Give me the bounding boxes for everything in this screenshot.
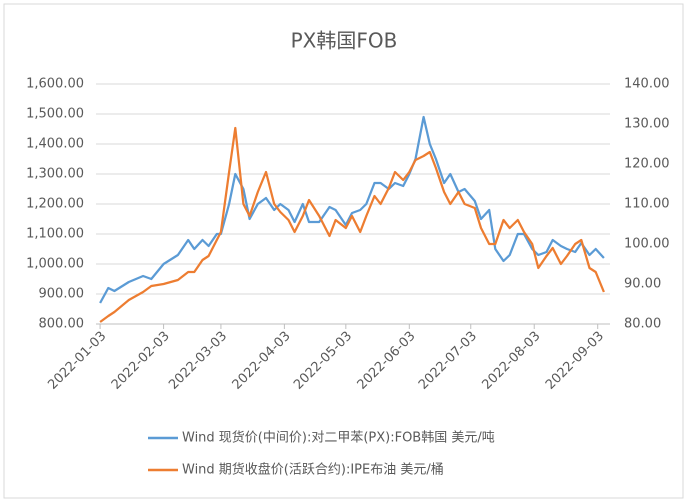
y2-tick-label: 110.00 xyxy=(624,197,670,212)
series-line xyxy=(99,126,605,323)
y2-tick-label: 140.00 xyxy=(624,77,670,92)
y-tick-label: 1,100.00 xyxy=(26,227,84,242)
y-tick-label: 1,500.00 xyxy=(26,107,84,122)
y-tick-label: 1,300.00 xyxy=(26,167,84,182)
y-tick-label: 1,200.00 xyxy=(26,197,84,212)
chart-frame xyxy=(3,3,684,499)
y2-tick-label: 120.00 xyxy=(624,157,670,172)
y2-tick-label: 80.00 xyxy=(624,317,661,332)
y-tick-label: 800.00 xyxy=(39,317,85,332)
y-tick-label: 1,000.00 xyxy=(26,257,84,272)
series-line xyxy=(99,115,605,304)
y-tick-label: 1,600.00 xyxy=(26,77,84,92)
y2-tick-label: 90.00 xyxy=(624,277,661,292)
legend-label: Wind 现货价(中间价):对二甲苯(PX):FOB韩国 美元/吨 xyxy=(182,430,495,446)
chart-title: PX韩国FOB xyxy=(291,29,398,53)
legend-label: Wind 期货收盘价(活跃合约):IPE布油 美元/桶 xyxy=(182,462,444,478)
y-tick-label: 1,400.00 xyxy=(26,137,84,152)
y2-tick-label: 100.00 xyxy=(624,237,670,252)
y2-tick-label: 130.00 xyxy=(624,117,670,132)
y-tick-label: 900.00 xyxy=(39,287,85,302)
